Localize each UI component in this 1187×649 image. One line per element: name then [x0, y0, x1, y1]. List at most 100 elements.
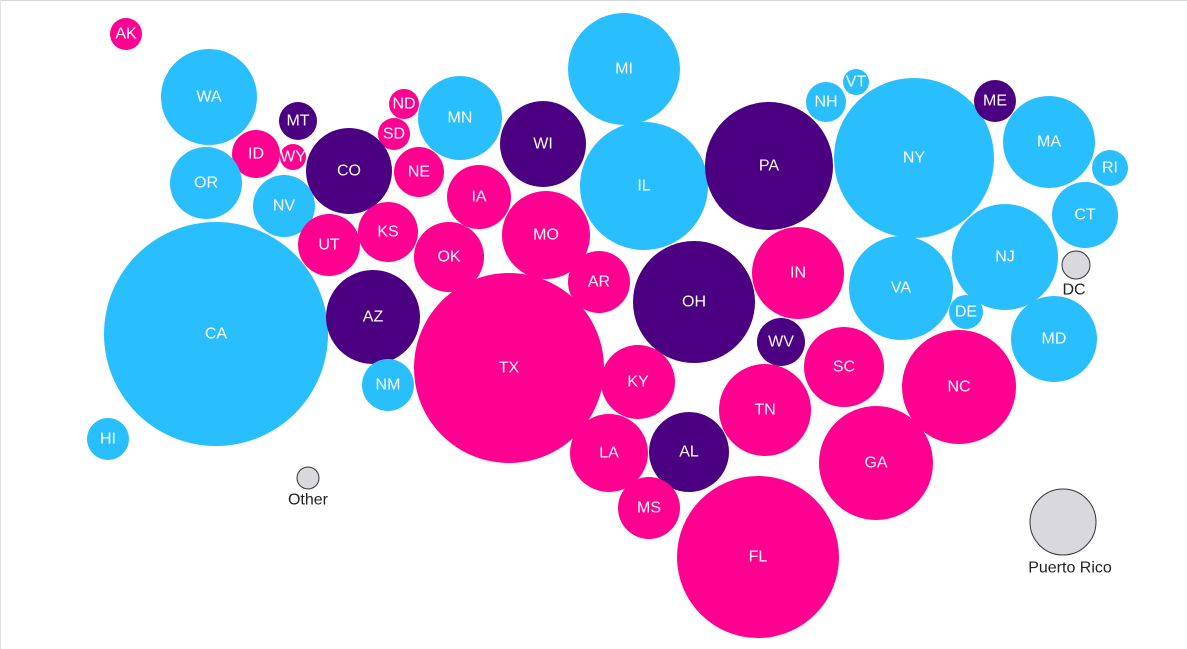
state-bubble-de[interactable]: DE [949, 295, 983, 329]
state-bubble-mn[interactable]: MN [418, 76, 502, 160]
territory-circle-dc[interactable] [1061, 250, 1091, 280]
state-bubble-ny[interactable]: NY [834, 78, 994, 238]
territory-circle-other[interactable] [296, 466, 320, 490]
state-circle-ks[interactable] [358, 202, 418, 262]
state-bubble-mt[interactable]: MT [279, 102, 317, 140]
state-circle-ct[interactable] [1052, 182, 1118, 248]
state-circle-nh[interactable] [806, 82, 846, 122]
state-circle-nv[interactable] [253, 175, 315, 237]
state-bubble-co[interactable]: CO [306, 128, 392, 214]
territory-label-puerto-rico: Puerto Rico [1028, 560, 1112, 577]
state-bubble-ne[interactable]: NE [394, 147, 444, 197]
state-circle-in[interactable] [752, 227, 844, 319]
state-bubble-or[interactable]: OR [170, 147, 242, 219]
state-circle-mn[interactable] [418, 76, 502, 160]
state-circle-ak[interactable] [110, 18, 142, 50]
state-bubble-pa[interactable]: PA [705, 102, 833, 230]
state-circle-nm[interactable] [362, 359, 414, 411]
state-circle-la[interactable] [570, 414, 648, 492]
state-bubble-me[interactable]: ME [974, 80, 1016, 122]
state-circle-sc[interactable] [804, 327, 884, 407]
state-circle-ri[interactable] [1092, 150, 1128, 186]
state-bubble-az[interactable]: AZ [326, 270, 420, 364]
state-bubble-wy[interactable]: WY [280, 144, 306, 170]
state-bubble-wa[interactable]: WA [161, 49, 257, 145]
state-bubble-ky[interactable]: KY [601, 345, 675, 419]
state-circle-ma[interactable] [1003, 96, 1095, 188]
state-bubble-vt[interactable]: VT [843, 69, 869, 95]
state-circle-tn[interactable] [719, 364, 811, 456]
state-bubble-ms[interactable]: MS [618, 477, 680, 539]
state-bubble-nj[interactable]: NJ [952, 204, 1058, 310]
state-circle-nj[interactable] [952, 204, 1058, 310]
state-circle-az[interactable] [326, 270, 420, 364]
state-bubble-oh[interactable]: OH [633, 241, 755, 363]
state-bubble-hi[interactable]: HI [87, 418, 129, 460]
state-circle-vt[interactable] [843, 69, 869, 95]
state-bubble-ks[interactable]: KS [358, 202, 418, 262]
state-circle-al[interactable] [649, 412, 729, 492]
state-bubble-ak[interactable]: AK [110, 18, 142, 50]
state-circle-co[interactable] [306, 128, 392, 214]
state-bubble-nd[interactable]: ND [389, 89, 419, 119]
state-bubble-ca[interactable]: CA [104, 222, 328, 446]
state-bubble-ma[interactable]: MA [1003, 96, 1095, 188]
state-circle-wi[interactable] [500, 101, 586, 187]
state-circle-ms[interactable] [618, 477, 680, 539]
state-circle-ar[interactable] [568, 251, 630, 313]
state-circle-nd[interactable] [389, 89, 419, 119]
territory-bubble-dc[interactable]: DC [1061, 250, 1091, 299]
state-bubble-va[interactable]: VA [849, 236, 953, 340]
state-bubble-sc[interactable]: SC [804, 327, 884, 407]
state-bubble-ia[interactable]: IA [447, 165, 511, 229]
state-circle-wv[interactable] [757, 318, 805, 366]
state-circle-va[interactable] [849, 236, 953, 340]
state-circle-ny[interactable] [834, 78, 994, 238]
state-circle-md[interactable] [1011, 296, 1097, 382]
state-bubble-fl[interactable]: FL [677, 476, 839, 638]
state-bubble-nh[interactable]: NH [806, 82, 846, 122]
state-bubble-ri[interactable]: RI [1092, 150, 1128, 186]
state-circle-ca[interactable] [104, 222, 328, 446]
state-bubble-in[interactable]: IN [752, 227, 844, 319]
state-circle-wy[interactable] [280, 144, 306, 170]
state-circle-ok[interactable] [414, 222, 484, 292]
state-bubble-mi[interactable]: MI [568, 13, 680, 125]
state-bubble-ga[interactable]: GA [819, 406, 933, 520]
state-circle-or[interactable] [170, 147, 242, 219]
state-circle-hi[interactable] [87, 418, 129, 460]
state-bubble-ct[interactable]: CT [1052, 182, 1118, 248]
state-bubble-md[interactable]: MD [1011, 296, 1097, 382]
state-circle-mi[interactable] [568, 13, 680, 125]
state-circle-me[interactable] [974, 80, 1016, 122]
state-bubble-wv[interactable]: WV [757, 318, 805, 366]
state-circle-fl[interactable] [677, 476, 839, 638]
state-bubble-il[interactable]: IL [580, 122, 708, 250]
state-circle-nc[interactable] [902, 330, 1016, 444]
state-circle-ne[interactable] [394, 147, 444, 197]
state-circle-de[interactable] [949, 295, 983, 329]
territory-bubble-other[interactable]: Other [288, 466, 329, 509]
state-circle-ky[interactable] [601, 345, 675, 419]
territory-label-other: Other [288, 492, 329, 509]
state-circle-wa[interactable] [161, 49, 257, 145]
state-circle-oh[interactable] [633, 241, 755, 363]
territory-bubble-puerto-rico[interactable]: Puerto Rico [1028, 488, 1112, 577]
state-circle-id[interactable] [232, 130, 280, 178]
state-circle-tx[interactable] [414, 273, 604, 463]
state-bubble-wi[interactable]: WI [500, 101, 586, 187]
territory-circle-puerto-rico[interactable] [1029, 488, 1097, 556]
state-circle-sd[interactable] [378, 118, 410, 150]
state-bubble-nm[interactable]: NM [362, 359, 414, 411]
state-circle-ut[interactable] [298, 214, 360, 276]
state-bubble-tn[interactable]: TN [719, 364, 811, 456]
state-bubble-ut[interactable]: UT [298, 214, 360, 276]
state-circle-il[interactable] [580, 122, 708, 250]
state-circle-ga[interactable] [819, 406, 933, 520]
state-circle-mo[interactable] [502, 191, 590, 279]
state-circle-mt[interactable] [279, 102, 317, 140]
state-circle-pa[interactable] [705, 102, 833, 230]
state-circle-ia[interactable] [447, 165, 511, 229]
